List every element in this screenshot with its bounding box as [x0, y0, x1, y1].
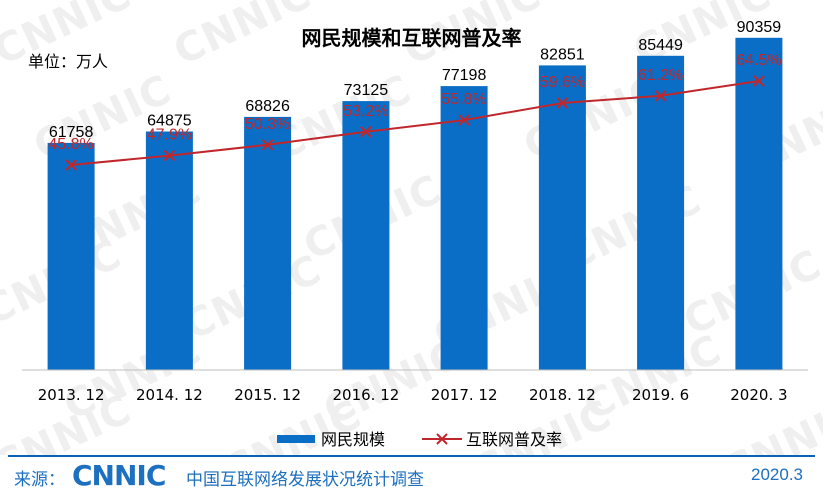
bar-value-label: 85449	[638, 37, 683, 54]
bar	[538, 65, 586, 371]
bar-value-label: 82851	[540, 46, 585, 63]
x-tick-label: 2020. 3	[730, 386, 787, 404]
legend-line-marker	[436, 433, 448, 445]
legend: 网民规模 互联网普及率	[277, 430, 562, 449]
x-tick-label: 2019. 6	[632, 386, 689, 404]
bar	[735, 37, 783, 371]
chart-area: 61758 64875 68826 73125 77198 82851 85449 90359…	[22, 19, 808, 449]
x-tick-label: 2018. 12	[529, 386, 596, 404]
footer-divider	[8, 455, 815, 457]
bar-value-label: 68826	[245, 98, 290, 115]
x-tick-label: 2015. 12	[234, 386, 301, 404]
line-point-marker	[753, 75, 765, 87]
footer: 来源： CNNIC 中国互联网络发展状况统计调查 2020.3	[0, 458, 823, 492]
line-point-marker	[261, 139, 274, 151]
bar-value-label: 64875	[147, 113, 192, 130]
x-ticks-group: 2013. 12 2014. 12 2015. 12 2016. 12 2017. 12…	[38, 386, 788, 404]
x-tick-label: 2017. 12	[431, 386, 498, 404]
line-group: 45.8% 47.9% 50.3% 53.2% 55.8% 59.6% 61.2% 64.5%	[48, 52, 782, 171]
line-value-label: 47.9%	[147, 127, 192, 144]
bar	[440, 86, 488, 370]
line-value-label: 50.3%	[245, 116, 290, 133]
bar-value-label: 90359	[737, 19, 782, 36]
line-value-label: 64.5%	[736, 52, 781, 69]
x-tick-label: 2013. 12	[38, 386, 105, 404]
bar	[637, 55, 685, 371]
unit-label: 单位：万人	[28, 52, 109, 71]
legend-bar-swatch	[277, 435, 315, 443]
line-point-marker	[65, 159, 77, 171]
bar-value-label: 61758	[49, 124, 94, 141]
bars-group	[47, 37, 783, 371]
x-tick-label: 2014. 12	[136, 386, 203, 404]
bar-value-label: 73125	[344, 82, 389, 99]
line-value-label: 59.6%	[540, 74, 585, 91]
line-point-marker	[360, 126, 372, 138]
bar-labels-group: 61758 64875 68826 73125 77198 82851 85449 90359	[49, 19, 781, 141]
source-date: 2020.3	[751, 465, 803, 484]
line-point-marker	[163, 149, 176, 162]
bar	[47, 142, 95, 370]
chart-title: 网民规模和互联网普及率	[301, 26, 522, 50]
line-value-label: 55.8%	[441, 91, 486, 108]
legend-bar-label: 网民规模	[321, 430, 385, 449]
cnnic-logo: CNNIC	[72, 459, 166, 492]
bar	[342, 101, 390, 370]
line-value-label: 45.8%	[48, 136, 93, 153]
line-point-marker	[654, 90, 667, 102]
line-point-marker	[458, 114, 470, 126]
penetration-line	[71, 80, 760, 166]
bar-value-label: 77198	[442, 67, 487, 84]
x-tick-label: 2016. 12	[333, 386, 400, 404]
source-label: 来源：	[14, 470, 65, 490]
legend-line-label: 互联网普及率	[466, 430, 562, 449]
line-point-marker	[556, 97, 569, 109]
line-value-label: 53.2%	[343, 103, 388, 120]
line-value-label: 61.2%	[638, 67, 683, 84]
source-name: 中国互联网络发展状况统计调查	[186, 470, 424, 490]
bar	[244, 116, 292, 371]
bar	[145, 131, 193, 370]
